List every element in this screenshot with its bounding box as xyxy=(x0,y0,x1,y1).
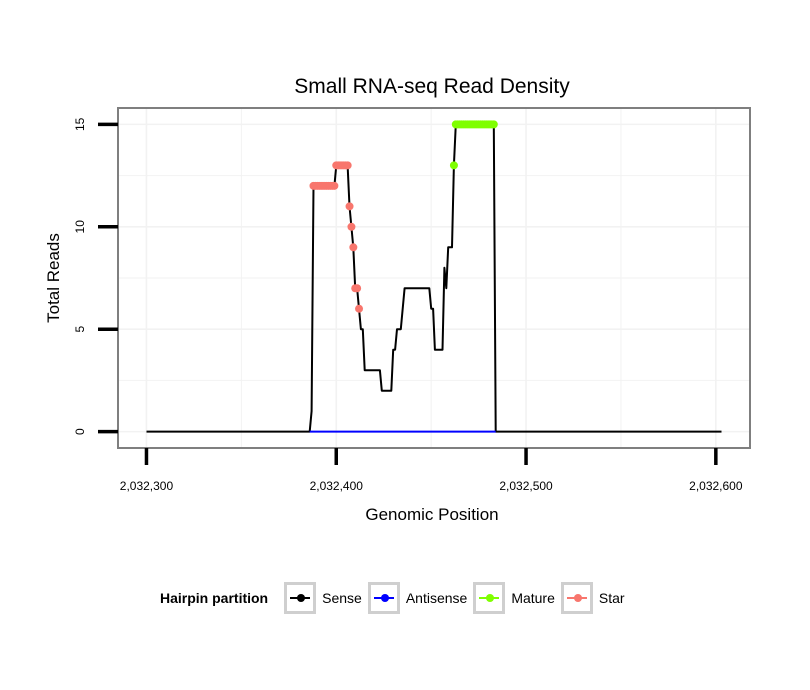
y-tick-label: 10 xyxy=(73,220,87,234)
series-star-point xyxy=(349,243,358,252)
legend-item-sense: Sense xyxy=(284,582,362,614)
axis-ticks: 2,032,300 2,032,400 2,032,500 2,032,600 0 5 10… xyxy=(73,117,743,493)
series-mature-point xyxy=(489,120,498,129)
legend-key-sense xyxy=(284,582,317,614)
x-tick-label: 2,032,400 xyxy=(310,479,364,493)
panel-border xyxy=(117,107,751,449)
x-tick-label: 2,032,300 xyxy=(120,479,174,493)
series-star-point xyxy=(355,304,364,313)
legend-item-mature: Mature xyxy=(473,582,555,614)
legend-label-antisense: Antisense xyxy=(405,590,468,606)
series-star-point xyxy=(347,222,356,231)
legend-dot xyxy=(297,594,306,602)
legend-item-antisense: Antisense xyxy=(367,582,468,614)
legend-item-star: Star xyxy=(560,582,625,614)
y-tick-label: 15 xyxy=(73,117,87,131)
series-star-point xyxy=(345,202,354,211)
legend-label-mature: Mature xyxy=(511,590,555,606)
y-tick-label: 0 xyxy=(73,428,87,435)
legend-key-star xyxy=(560,582,593,614)
grid xyxy=(118,108,750,448)
chart-title: Small RNA-seq Read Density xyxy=(294,75,570,98)
legend-key-antisense xyxy=(367,582,400,614)
legend-label-sense: Sense xyxy=(322,590,362,606)
legend-dot xyxy=(573,594,582,602)
legend-dot xyxy=(380,594,389,602)
x-tick-label: 2,032,600 xyxy=(689,479,743,493)
legend: Hairpin partition Sense Antisense Mature… xyxy=(160,578,631,618)
series-star-point xyxy=(330,181,339,190)
series-mature-point xyxy=(449,161,458,170)
series-star-point xyxy=(353,284,362,293)
series-star-point xyxy=(343,161,352,170)
x-axis-title: Genomic Position xyxy=(365,505,498,524)
y-tick-label: 5 xyxy=(73,326,87,333)
legend-key-mature xyxy=(473,582,506,614)
legend-label-star: Star xyxy=(598,590,625,606)
series-layer xyxy=(146,120,722,433)
legend-dot xyxy=(486,594,495,602)
y-axis-title: Total Reads xyxy=(44,233,63,323)
series-sense-line xyxy=(146,123,722,433)
x-tick-label: 2,032,500 xyxy=(499,479,553,493)
legend-title: Hairpin partition xyxy=(160,590,269,606)
